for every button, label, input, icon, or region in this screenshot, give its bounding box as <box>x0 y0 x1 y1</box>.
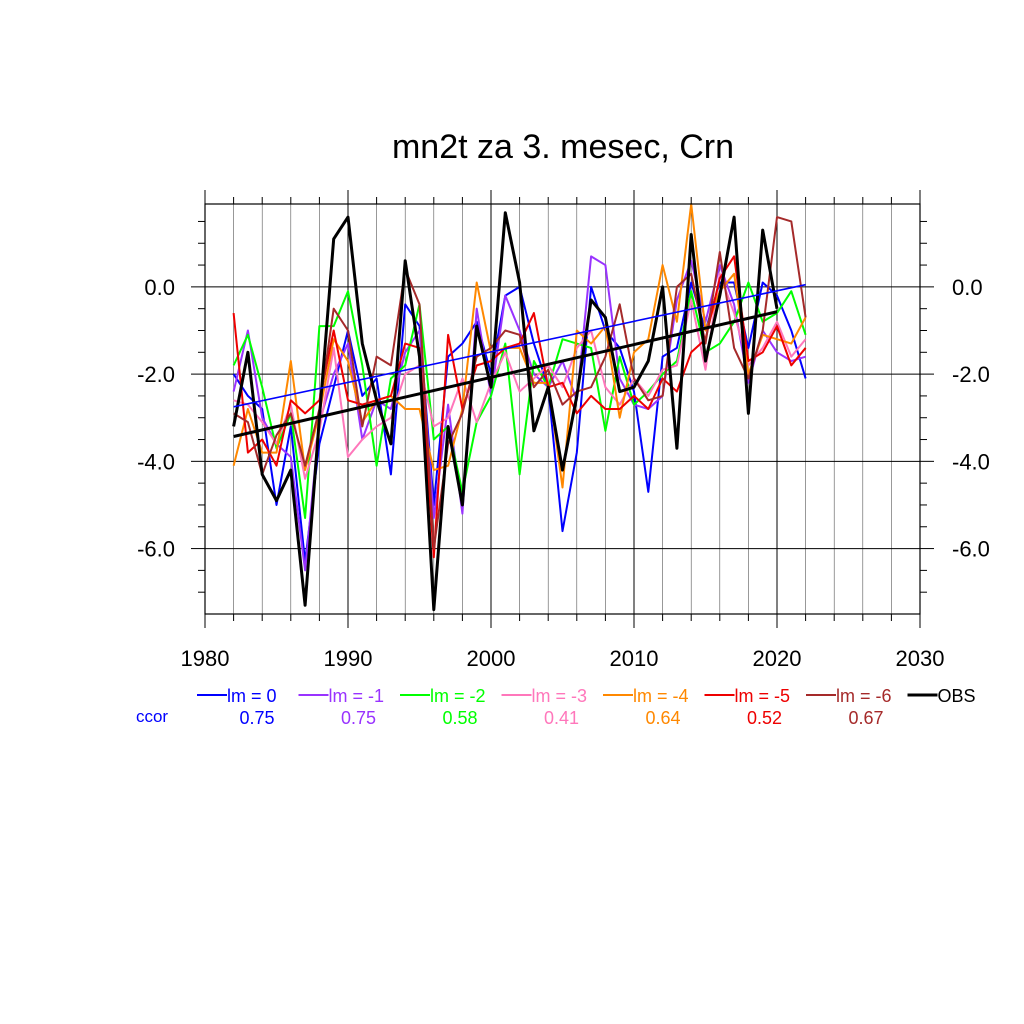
legend-ccor-value: 0.75 <box>239 708 274 728</box>
legend-label: lm = -2 <box>430 686 486 706</box>
series-lines <box>232 203 807 612</box>
x-tick-label: 1990 <box>324 646 373 671</box>
series-line <box>232 281 807 520</box>
legend-ccor-value: 0.75 <box>341 708 376 728</box>
legend-label: OBS <box>938 686 976 706</box>
series-line <box>232 211 779 612</box>
legend-label: lm = -6 <box>836 686 892 706</box>
series-line <box>232 255 806 572</box>
y-tick-label-right: -2.0 <box>952 362 990 387</box>
y-tick-label-right: 0.0 <box>952 275 983 300</box>
ccor-label: ccor <box>136 707 168 726</box>
trend-line <box>233 310 778 438</box>
x-tick-label: 2020 <box>753 646 802 671</box>
y-tick-label-left: -4.0 <box>137 449 175 474</box>
y-tick-label-right: -6.0 <box>952 537 990 562</box>
x-tick-label: 2030 <box>896 646 945 671</box>
legend-ccor-value: 0.41 <box>544 708 579 728</box>
legend-ccor-value: 0.58 <box>442 708 477 728</box>
legend-label: lm = -4 <box>633 686 689 706</box>
grid <box>204 204 921 614</box>
series-line <box>233 216 807 550</box>
plot-frame <box>204 203 921 615</box>
legend-ccor-value: 0.52 <box>747 708 782 728</box>
chart-title: mn2t za 3. mesec, Crn <box>392 128 734 166</box>
legend-label: lm = -3 <box>532 686 588 706</box>
legend-label: lm = -1 <box>329 686 385 706</box>
x-tick-label: 2000 <box>467 646 516 671</box>
y-tick-label-left: -6.0 <box>137 537 175 562</box>
y-tick-label-right: -4.0 <box>952 449 990 474</box>
legend-label: lm = 0 <box>227 686 277 706</box>
x-tick-label: 1980 <box>181 646 230 671</box>
trend-line <box>233 283 806 408</box>
x-tick-label: 2010 <box>610 646 659 671</box>
axes: 1980 1990 2000 2010 2020 2030 -6.0 -6.0 -4.0 -4.0… <box>137 190 990 671</box>
y-tick-label-left: 0.0 <box>144 275 175 300</box>
legend-ccor-value: 0.67 <box>848 708 883 728</box>
legend-label: lm = -5 <box>735 686 791 706</box>
y-tick-label-left: -2.0 <box>137 362 175 387</box>
legend-ccor-value: 0.64 <box>645 708 680 728</box>
